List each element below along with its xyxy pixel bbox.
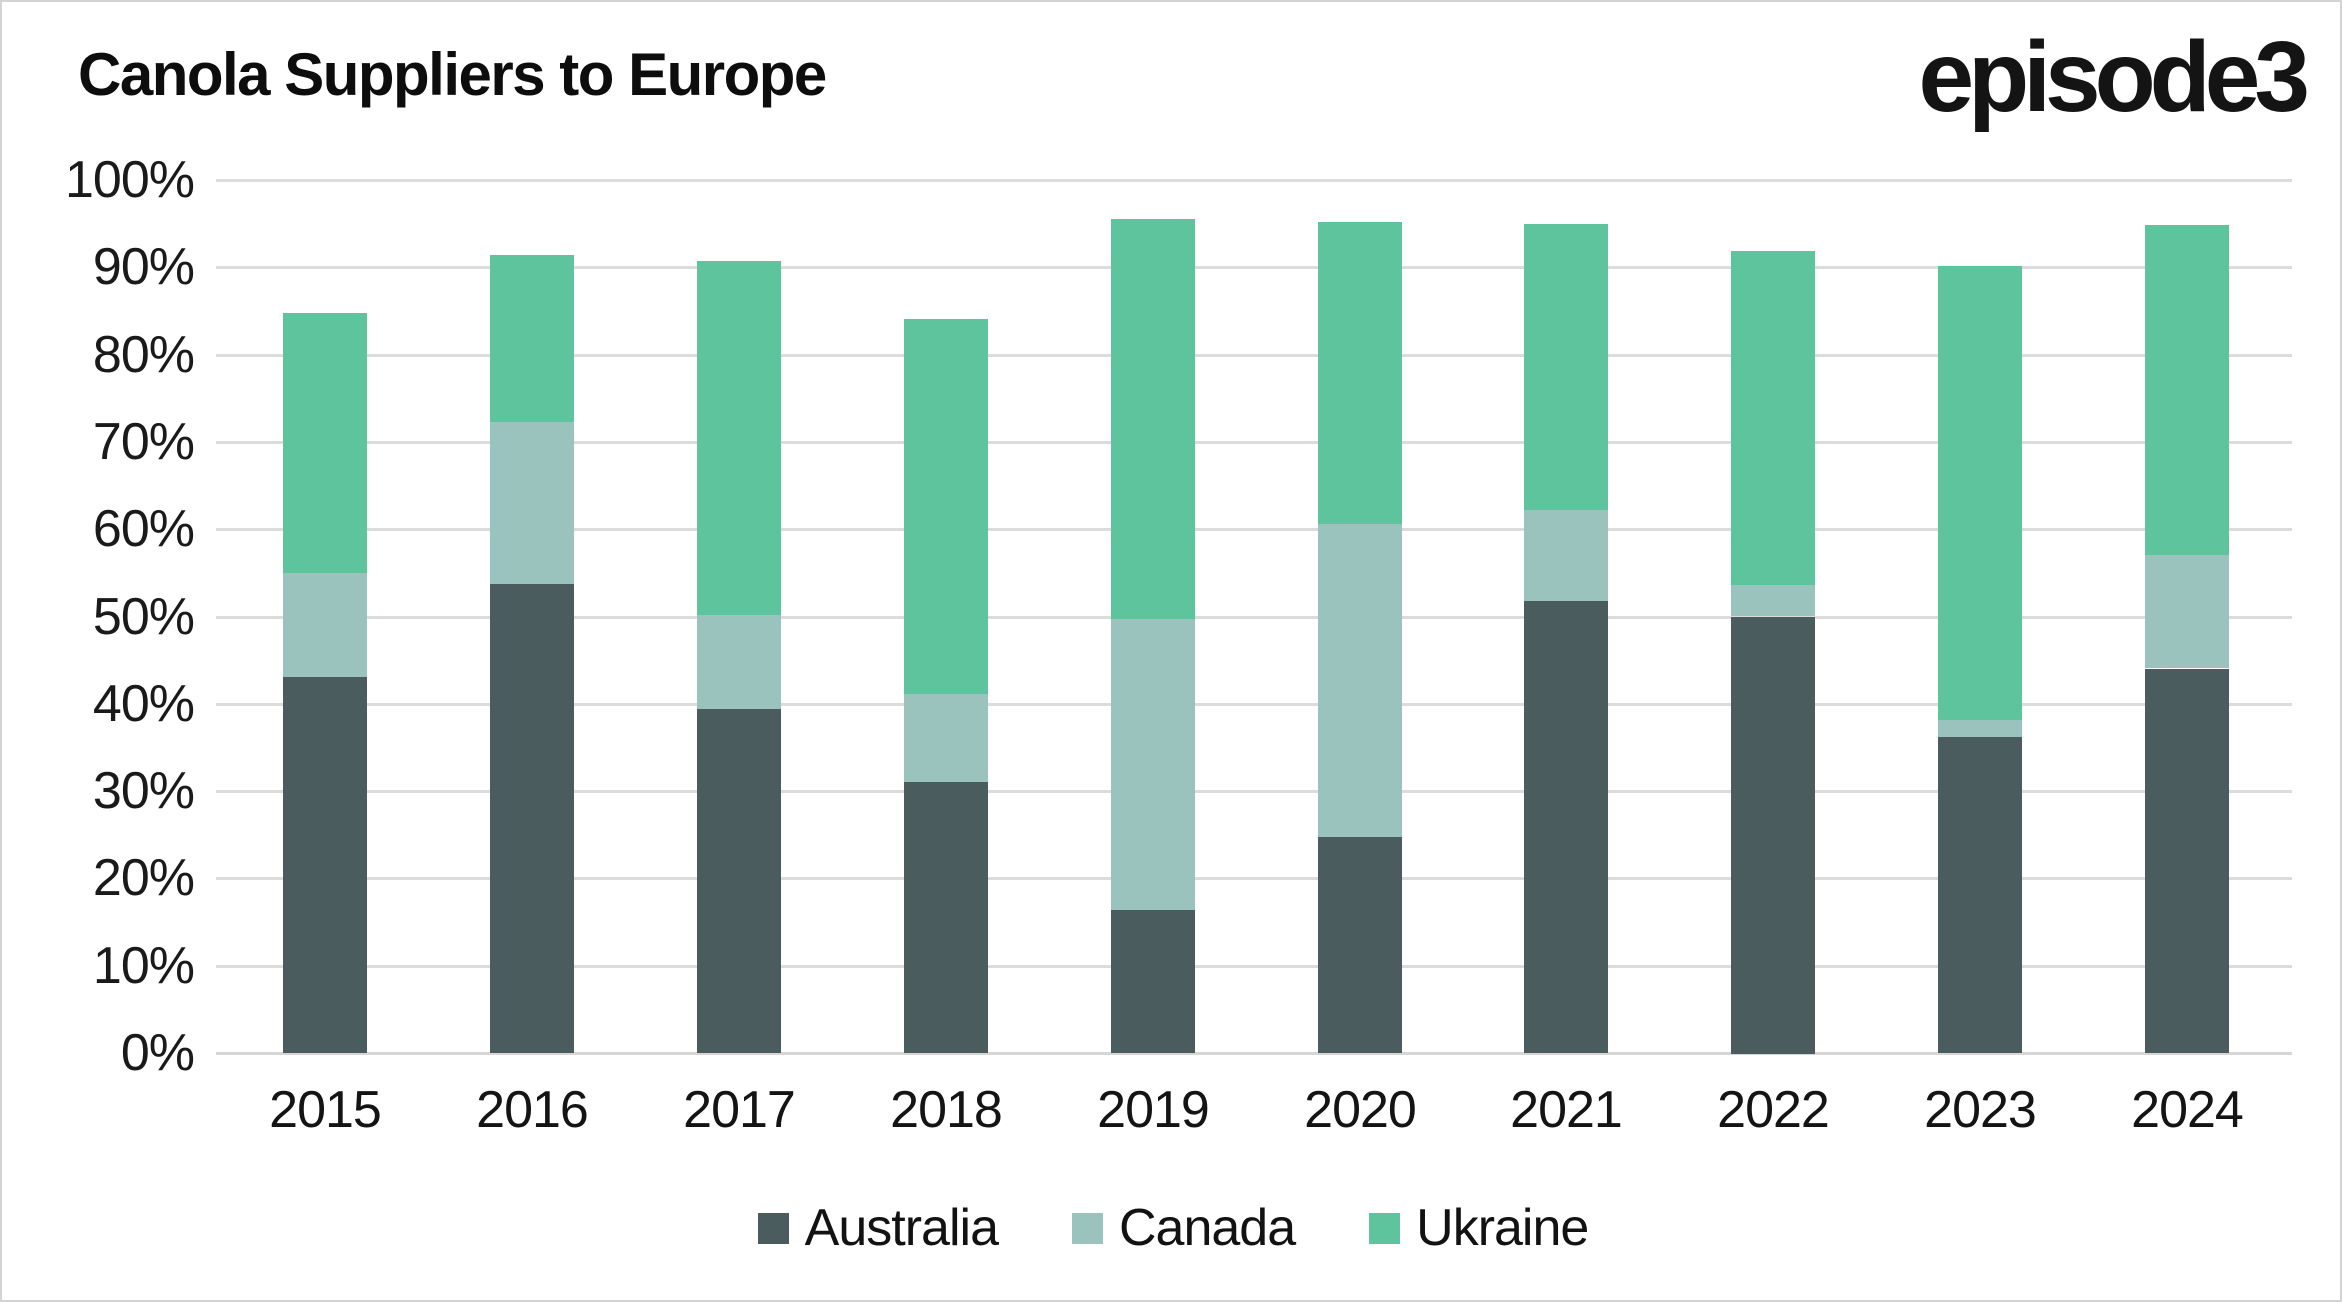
bar-2017-canada (697, 615, 781, 709)
y-axis-tick-20%: 20% (92, 849, 195, 907)
bar-2021-australia (1524, 601, 1608, 1053)
x-axis-tick-2017: 2017 (683, 1081, 796, 1139)
legend-swatch-canada (1071, 1212, 1103, 1244)
legend-swatch-ukraine (1369, 1212, 1401, 1244)
bar-2021-ukraine (1524, 224, 1608, 510)
gridline-80% (216, 354, 2292, 357)
bar-2024-canada (2145, 555, 2229, 668)
x-axis-tick-2021: 2021 (1510, 1081, 1623, 1139)
legend-label-canada: Canada (1118, 1199, 1296, 1257)
y-axis-tick-100%: 100% (65, 151, 195, 209)
legend-item-canada: Canada (1071, 1198, 1296, 1258)
bar-2017-ukraine (697, 261, 781, 615)
gridline-100% (216, 179, 2292, 182)
bar-2016-australia (490, 584, 574, 1053)
bar-2015-ukraine (283, 313, 367, 573)
bar-2018-australia (904, 782, 988, 1053)
y-axis-tick-50%: 50% (92, 588, 195, 646)
gridline-90% (216, 266, 2292, 269)
bar-2018-canada (904, 694, 988, 782)
episode3-logo: episode3 (1918, 21, 2310, 133)
bar-2019-ukraine (1111, 219, 1195, 619)
bar-2015-australia (283, 677, 367, 1053)
bar-2016-ukraine (490, 255, 574, 422)
bar-2015-canada (283, 573, 367, 677)
gridline-60% (216, 528, 2292, 531)
bar-2020-canada (1318, 524, 1402, 837)
y-axis-tick-80%: 80% (92, 326, 195, 384)
chart-title: Canola Suppliers to Europe (78, 41, 827, 108)
gridline-50% (216, 616, 2292, 619)
gridline-30% (216, 790, 2292, 793)
bar-2019-canada (1111, 619, 1195, 910)
bar-2023-canada (1938, 720, 2022, 737)
x-axis-tick-2023: 2023 (1924, 1081, 2037, 1139)
bar-2022-canada (1731, 585, 1815, 616)
legend-label-australia: Australia (804, 1199, 999, 1257)
bar-2017-australia (697, 709, 781, 1053)
y-axis-tick-10%: 10% (92, 937, 195, 995)
bar-2022-australia (1731, 617, 1815, 1054)
y-axis-tick-90%: 90% (92, 238, 195, 296)
chart-legend: Australia Canada Ukraine (2, 1198, 2340, 1258)
bar-2023-australia (1938, 737, 2022, 1053)
bar-2024-ukraine (2145, 225, 2229, 555)
bar-2020-ukraine (1318, 222, 1402, 524)
x-axis-tick-2020: 2020 (1304, 1081, 1417, 1139)
legend-label-ukraine: Ukraine (1416, 1199, 1589, 1257)
legend-item-australia: Australia (757, 1198, 999, 1258)
legend-swatch-australia (757, 1212, 789, 1244)
y-axis-tick-0%: 0% (120, 1024, 195, 1082)
gridline-40% (216, 703, 2292, 706)
y-axis-tick-60%: 60% (92, 500, 195, 558)
x-axis-tick-2024: 2024 (2131, 1081, 2244, 1139)
bar-2019-australia (1111, 910, 1195, 1053)
gridline-10% (216, 965, 2292, 968)
gridline-70% (216, 441, 2292, 444)
y-axis-tick-40%: 40% (92, 675, 195, 733)
bar-2023-ukraine (1938, 266, 2022, 720)
gridline-20% (216, 877, 2292, 880)
x-axis-tick-2016: 2016 (476, 1081, 589, 1139)
legend-item-ukraine: Ukraine (1369, 1198, 1589, 1258)
y-axis-tick-70%: 70% (92, 413, 195, 471)
gridline-0% (216, 1052, 2292, 1055)
x-axis-tick-2018: 2018 (890, 1081, 1003, 1139)
bar-2018-ukraine (904, 319, 988, 694)
bar-2020-australia (1318, 837, 1402, 1053)
bar-2021-canada (1524, 510, 1608, 601)
bar-2022-ukraine (1731, 251, 1815, 585)
x-axis-tick-2015: 2015 (269, 1081, 382, 1139)
x-axis-tick-2022: 2022 (1717, 1081, 1830, 1139)
bar-2016-canada (490, 422, 574, 584)
y-axis-tick-30%: 30% (92, 762, 195, 820)
x-axis-tick-2019: 2019 (1097, 1081, 1210, 1139)
bar-2024-australia (2145, 669, 2229, 1053)
